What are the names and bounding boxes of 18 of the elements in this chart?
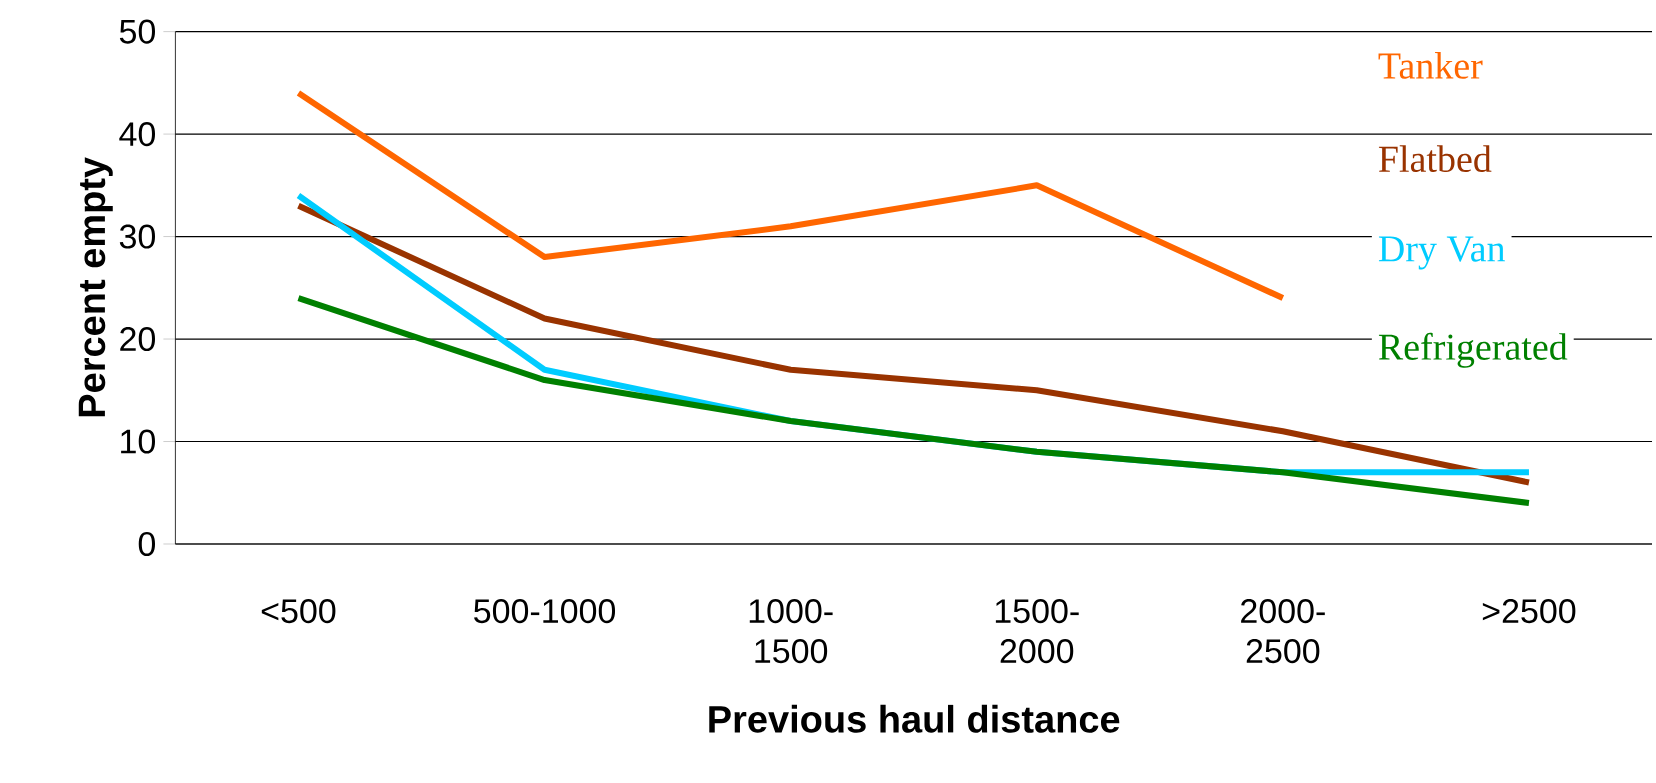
y-tick-label: 30 [119,224,156,249]
x-axis-title: Previous haul distance [709,704,1120,733]
text: Dry Van [1378,236,1505,270]
y-tick-label: 50 [119,19,156,44]
x-tick-label: 1000-1500 [749,599,833,664]
x-tick-label: 1500-2000 [995,599,1079,664]
y-tick-label: 20 [120,327,156,352]
y-tick-label: 10 [121,429,156,454]
y-tick-label: 40 [119,122,156,147]
x-tick-label: >2500 [1482,599,1576,624]
y-axis-title: Percent empty [78,157,113,417]
text: Refrigerated [1378,332,1568,368]
x-tick-label: 2000-2500 [1241,599,1325,664]
x-tick-label: <500 [261,599,336,624]
x-tick-label: 500-1000 [474,599,616,624]
text: Tanker [1378,52,1483,79]
text: Flatbed [1378,145,1492,173]
y-tick-label: 0 [138,531,156,557]
